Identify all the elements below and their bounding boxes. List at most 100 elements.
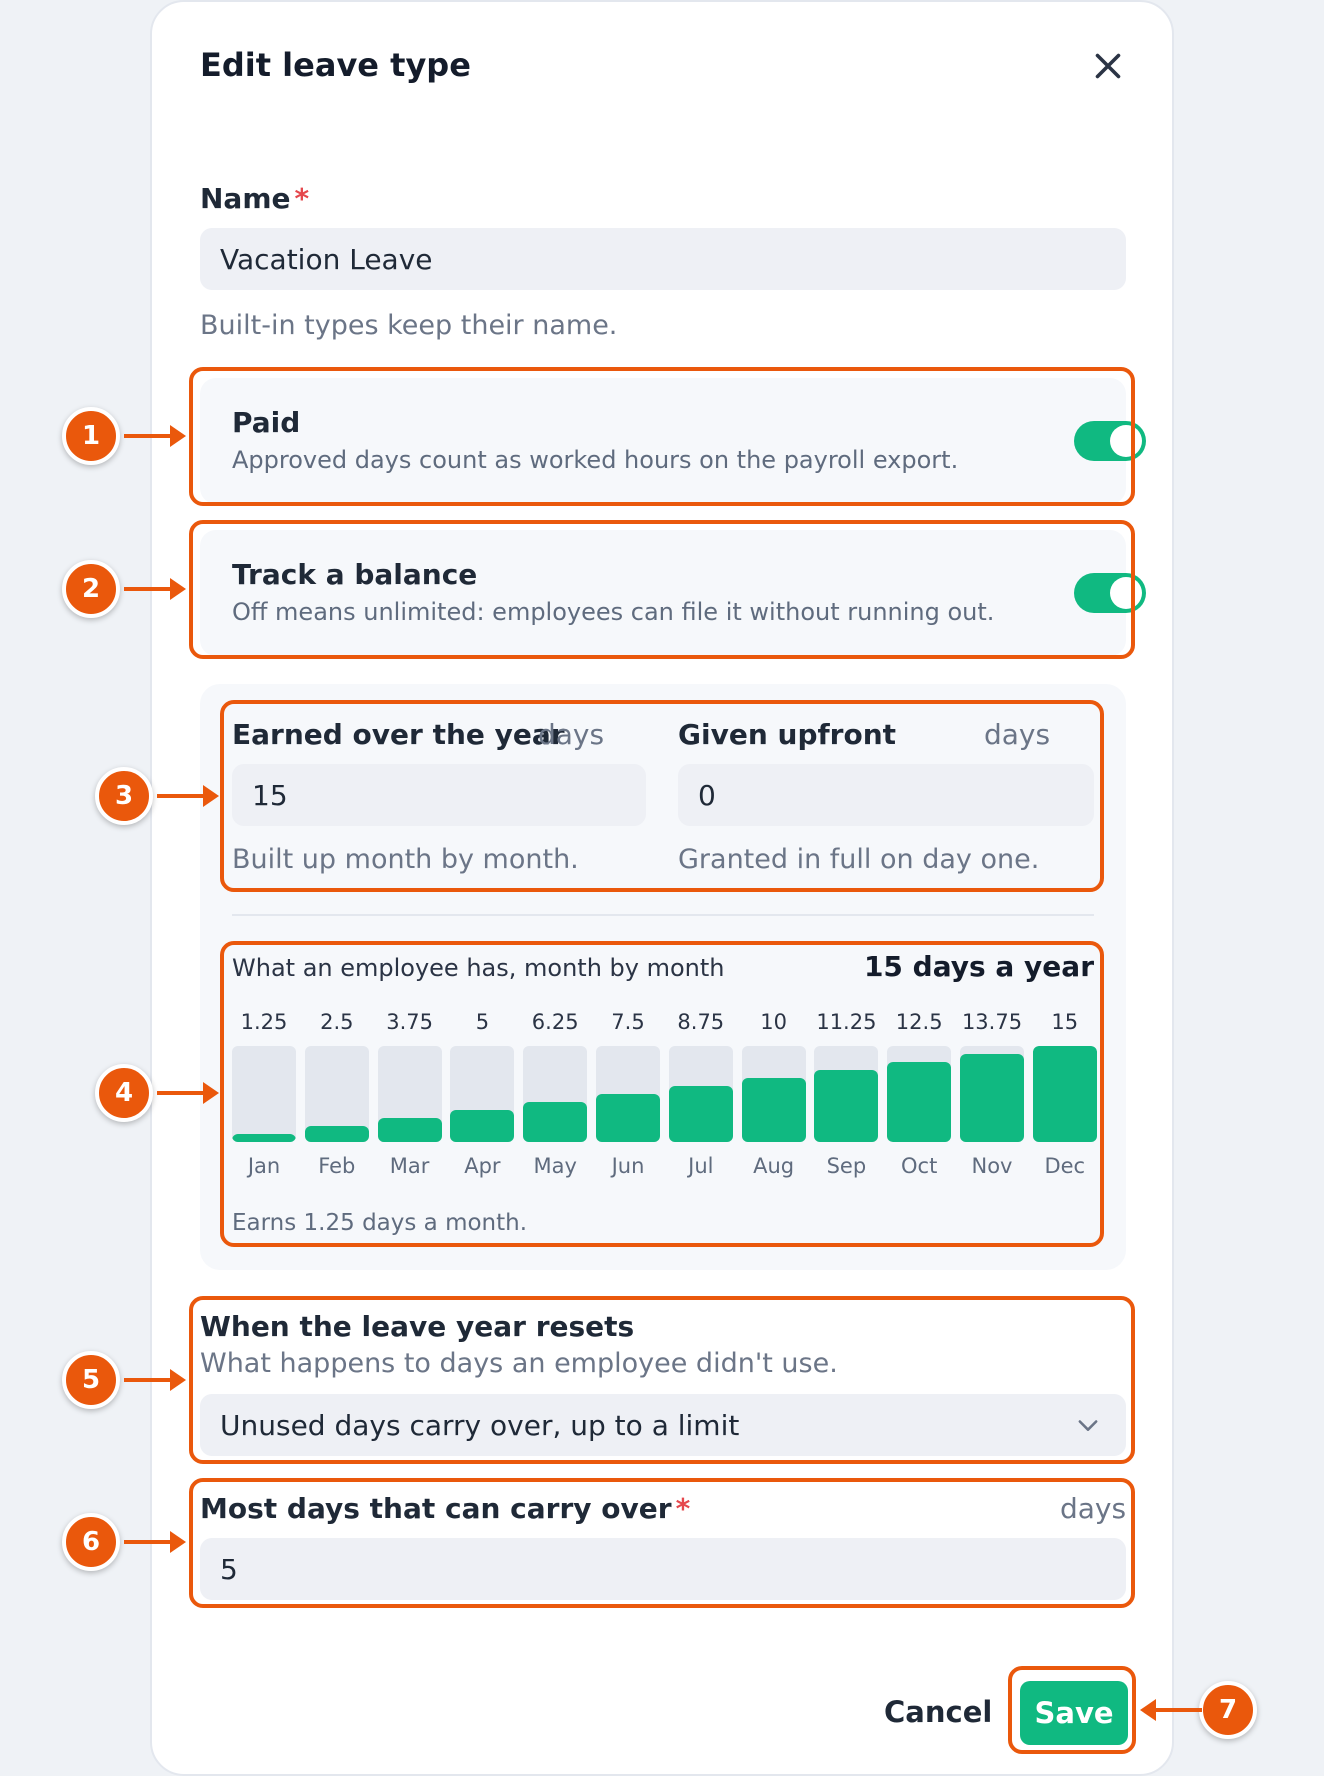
earned-hint: Built up month by month. [232, 844, 579, 875]
upfront-unit: days [984, 718, 1051, 751]
bar-track [450, 1046, 515, 1142]
bar-fill [741, 1078, 806, 1142]
save-button[interactable]: Save [1020, 1681, 1128, 1745]
annotation-badge-1: 1 [62, 407, 120, 465]
bar-month-label: Jun [611, 1154, 645, 1178]
bar-track [960, 1046, 1024, 1142]
bar-value-label: 11.25 [816, 1010, 877, 1034]
bar-fill [304, 1126, 369, 1142]
annotation-badge-5: 5 [62, 1351, 120, 1409]
bar-value-label: 5 [475, 1010, 490, 1034]
carry-over-input[interactable]: 5 [200, 1538, 1126, 1600]
bar-value-label: 7.5 [611, 1010, 645, 1034]
paid-description: Approved days count as worked hours on t… [232, 446, 959, 474]
name-label: Name * [200, 182, 310, 215]
paid-title: Paid [232, 406, 301, 439]
close-icon[interactable] [1090, 48, 1126, 84]
highlight-save [1008, 1666, 1136, 1754]
annotation-arrow-6 [124, 1531, 186, 1553]
annotation-badge-7: 7 [1199, 1681, 1257, 1739]
divider [232, 914, 1094, 916]
bar-track [814, 1046, 879, 1142]
bar-month-label: May [533, 1154, 577, 1178]
bar-month-label: Jul [688, 1154, 714, 1178]
bar-fill [450, 1110, 515, 1142]
bar-value-label: 2.5 [320, 1010, 354, 1034]
bar-value-label: 1.25 [240, 1010, 288, 1034]
bar-fill [960, 1054, 1024, 1142]
bar-track [523, 1046, 588, 1142]
bar-track [596, 1046, 660, 1142]
highlight-allowance-fields [220, 700, 1104, 892]
bar-fill [232, 1134, 296, 1142]
highlight-accrual-chart [220, 941, 1104, 1247]
upfront-input[interactable]: 0 [678, 764, 1094, 826]
bar-value-label: 3.75 [386, 1010, 433, 1034]
highlight-reset-policy [189, 1296, 1135, 1464]
bar-fill [814, 1070, 879, 1142]
bar-month-label: Apr [464, 1154, 501, 1178]
annotation-badge-2: 2 [62, 560, 120, 618]
earned-unit: days [538, 718, 605, 751]
bar-fill [668, 1086, 733, 1142]
bar-month-label: Oct [901, 1154, 938, 1178]
annotation-arrow-3 [157, 785, 219, 807]
accrual-total: 15 days a year [863, 950, 1094, 983]
balance-settings-panel: Earned over the year days 15 Built up mo… [200, 684, 1126, 1270]
bar-fill [377, 1118, 442, 1142]
bar-month-label: Nov [971, 1154, 1013, 1178]
bar-month-label: Jan [247, 1154, 281, 1178]
annotation-badge-4: 4 [95, 1064, 153, 1122]
highlight-carry-over [189, 1478, 1135, 1608]
bar-value-label: 13.75 [961, 1010, 1023, 1034]
track-balance-title: Track a balance [232, 558, 478, 591]
earned-input[interactable]: 15 [232, 764, 646, 826]
bar-track [304, 1046, 369, 1142]
bar-month-label: Sep [826, 1154, 867, 1178]
bar-value-label: 6.25 [531, 1010, 579, 1034]
highlight-track-balance [189, 520, 1135, 659]
reset-description: What happens to days an employee didn't … [200, 1348, 838, 1379]
bar-fill [887, 1062, 952, 1142]
bar-track [741, 1046, 806, 1142]
bar-fill [523, 1102, 588, 1142]
toggle-knob [1110, 425, 1142, 457]
carry-over-label: Most days that can carry over * [200, 1492, 691, 1525]
cancel-button[interactable]: Cancel [884, 1695, 993, 1729]
annotation-arrow-2 [124, 578, 186, 600]
annotation-arrow-1 [124, 425, 186, 447]
bar-month-label: Aug [753, 1154, 795, 1178]
track-balance-description: Off means unlimited: employees can file … [232, 598, 995, 626]
bar-month-label: Feb [318, 1154, 356, 1178]
earned-label: Earned over the year [232, 718, 565, 751]
annotation-arrow-4 [157, 1082, 219, 1104]
annotation-badge-6: 6 [62, 1513, 120, 1571]
required-mark: * [294, 182, 310, 215]
accrual-footer: Earns 1.25 days a month. [232, 1210, 528, 1236]
annotation-badge-3: 3 [95, 767, 153, 825]
toggle-knob [1110, 577, 1142, 609]
bar-track [887, 1046, 952, 1142]
reset-policy-select[interactable]: Unused days carry over, up to a limit [200, 1394, 1126, 1456]
bar-track [377, 1046, 442, 1142]
bar-month-label: Mar [389, 1154, 430, 1178]
paid-card: Paid Approved days count as worked hours… [200, 378, 1146, 504]
annotation-arrow-7 [1140, 1699, 1202, 1721]
bar-track [668, 1046, 733, 1142]
bar-track [1032, 1046, 1097, 1142]
dialog-title: Edit leave type [200, 46, 471, 84]
track-balance-card: Track a balance Off means unlimited: emp… [200, 530, 1146, 656]
bar-month-label: Dec [1044, 1154, 1086, 1178]
bar-value-label: 10 [760, 1010, 787, 1034]
accrual-chart-heading: What an employee has, month by month [232, 954, 725, 982]
bar-value-label: 8.75 [677, 1010, 725, 1034]
upfront-hint: Granted in full on day one. [678, 844, 1040, 875]
required-mark: * [675, 1492, 691, 1525]
bar-fill [1032, 1046, 1097, 1142]
accrual-bar-chart: 1.25 Jan 2.5 Feb 3.75 Mar 5 Apr 6.25 May 7.5 Jun 8.7… [232, 1010, 1098, 1178]
bar-value-label: 15 [1051, 1010, 1079, 1034]
name-input[interactable]: Vacation Leave [200, 228, 1126, 290]
highlight-paid [189, 367, 1135, 506]
bar-track [232, 1046, 296, 1142]
name-hint: Built-in types keep their name. [200, 310, 618, 341]
